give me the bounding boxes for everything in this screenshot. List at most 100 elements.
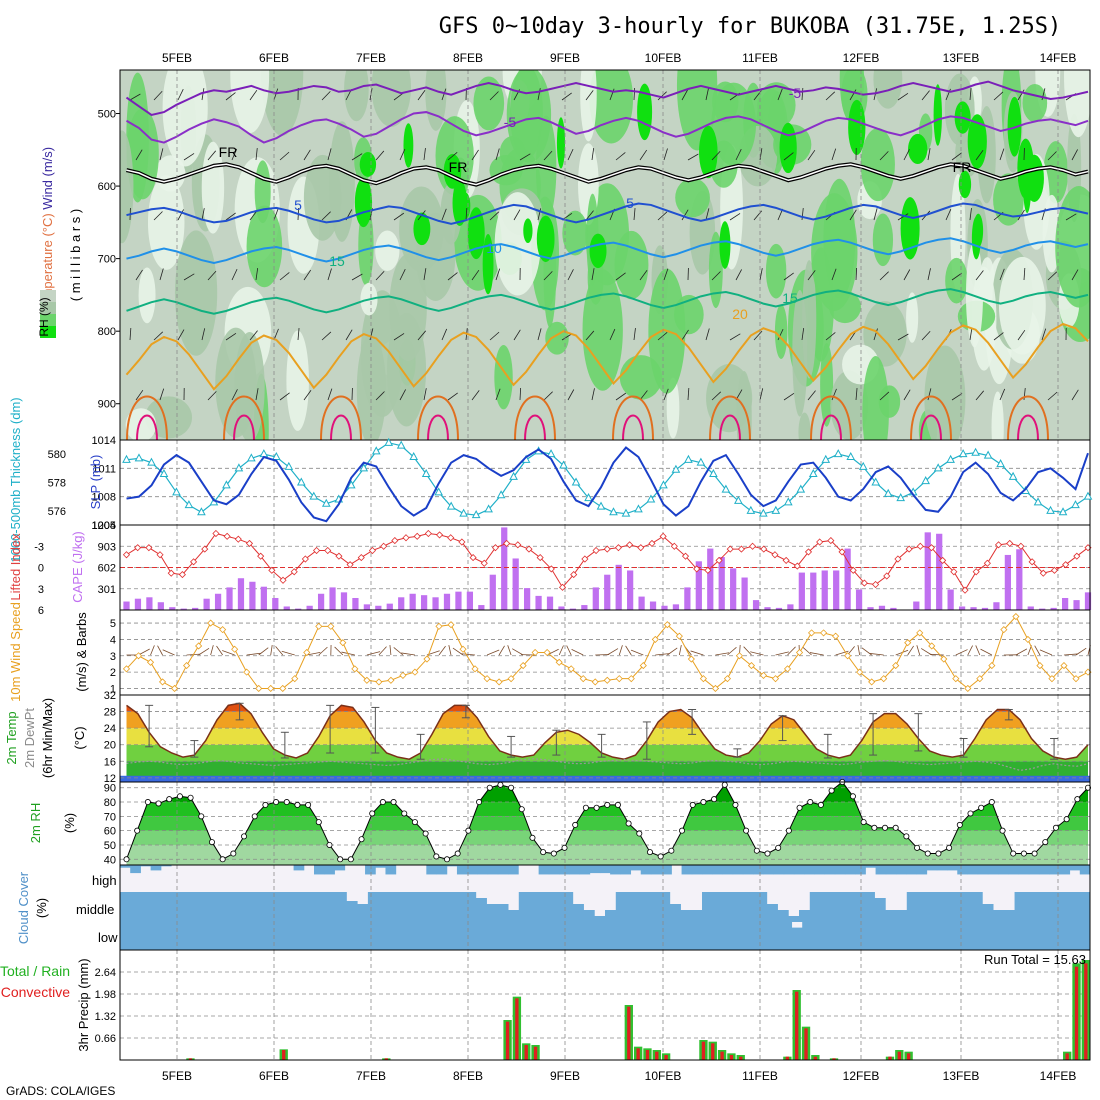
rh-point (251, 813, 258, 820)
wind-barb-10m (916, 645, 921, 656)
cloud-mid-bar (120, 892, 132, 922)
wind-speed-point (507, 675, 515, 683)
wind-speed-point (387, 676, 395, 684)
cloud-low-bar (1004, 922, 1016, 950)
rh-units-label: (%) (62, 813, 77, 833)
rh-blob (765, 243, 787, 299)
wind-barb (135, 269, 143, 281)
isotherm-25 (910, 395, 952, 440)
cloud-high-bar (1059, 865, 1071, 875)
cloud-mid-bar (508, 910, 520, 922)
rh-point (550, 850, 557, 857)
wind-speed-point (207, 619, 215, 627)
li-tick-label: 6 (38, 605, 44, 617)
rh-point (1031, 850, 1038, 857)
rh-point (454, 850, 461, 857)
cloud-high-bar (467, 865, 478, 875)
li-point (614, 544, 622, 552)
thickness-point (659, 480, 668, 489)
precip-tick-label: 1.32 (95, 1011, 116, 1023)
wind-speed-point (303, 648, 311, 657)
rh-point (241, 833, 248, 840)
rh-blob (371, 70, 412, 127)
li-point (558, 583, 567, 591)
cloud-low-bar (706, 922, 718, 950)
wind-barb-10m (393, 647, 404, 656)
wind-barb-10m (980, 648, 993, 656)
cloud-high-bar (120, 865, 131, 868)
cape-bar (695, 561, 702, 610)
thickness-point (284, 461, 294, 470)
wind-barb (711, 271, 721, 281)
wind-barb-10m (655, 653, 670, 656)
li-point (525, 545, 533, 553)
cloud-mid-bar (130, 892, 143, 922)
rh-point (668, 847, 675, 854)
cloud-high-bar (977, 865, 989, 875)
wind-barb (537, 328, 542, 341)
cloud-high-bar (385, 865, 397, 875)
wind-barb (561, 92, 572, 101)
rh-band (126, 816, 1088, 831)
cape-bar (180, 608, 187, 610)
cloud-low-bar (695, 922, 707, 950)
wind-barb (255, 388, 259, 401)
run-total-label: Run Total = 15.63 (984, 952, 1086, 967)
wind-barb (543, 391, 553, 401)
li-point (223, 532, 231, 540)
cape-bar (466, 591, 474, 610)
cloud-mid-bar (788, 916, 800, 922)
rh-point (1085, 784, 1092, 791)
temp-band (126, 711, 1088, 729)
rh-blob-saturated (359, 152, 377, 177)
date-label-top: 14FEB (1040, 51, 1077, 65)
cape-bar (398, 597, 405, 610)
cloud-units-label: (%) (34, 898, 49, 918)
wind-barb (801, 328, 805, 341)
cloud-low-bar (610, 922, 622, 950)
cloud-high-bar (844, 865, 856, 875)
rh-blob (510, 70, 543, 160)
wind-barb (615, 392, 627, 401)
cloud-mid-bar (335, 892, 347, 922)
wind-barb (831, 388, 837, 401)
li-point (1062, 561, 1070, 569)
wind-barb (129, 93, 141, 101)
wind-barb (1047, 271, 1058, 281)
li-point (670, 542, 678, 550)
precip-convective-bar (785, 1056, 790, 1060)
cloud-low-bar (940, 922, 952, 950)
cape-bar (157, 602, 164, 610)
wind-barb (705, 88, 709, 101)
cloud-mid-bar (432, 892, 444, 922)
cloud-high-bar (630, 865, 642, 871)
cloud-high-bar (681, 865, 693, 875)
cloud-high-bar (753, 865, 764, 875)
rh-point (166, 796, 173, 803)
isotherm-label: FR (449, 159, 468, 175)
rh-blob-saturated (403, 123, 414, 168)
thickness-point (958, 449, 968, 458)
thickness-line (126, 442, 1089, 516)
date-label-top: 7FEB (356, 51, 386, 65)
thickness-point (471, 510, 481, 519)
cloud-low-bar (589, 922, 601, 950)
cape-bar (295, 608, 302, 610)
thickness-point (321, 498, 331, 507)
cloud-low-bar (546, 922, 558, 950)
pressure-tick-label: 500 (98, 109, 116, 121)
cape-bar (363, 604, 370, 610)
rh-point (582, 804, 589, 811)
wind-tick-label: 4 (110, 634, 116, 646)
wind-barb-10m (690, 650, 704, 656)
cloud-low-bar (120, 922, 132, 950)
wind-barb (375, 270, 385, 281)
wind-barb (447, 392, 458, 401)
wind-barb (369, 328, 374, 341)
wind-barb (321, 91, 331, 101)
precip-convective-bar (701, 1041, 706, 1060)
wind-barb (273, 328, 279, 341)
wind-barb (513, 209, 521, 221)
cloud-mid-bar (658, 892, 671, 922)
precip-convective-bar (1084, 963, 1088, 1060)
